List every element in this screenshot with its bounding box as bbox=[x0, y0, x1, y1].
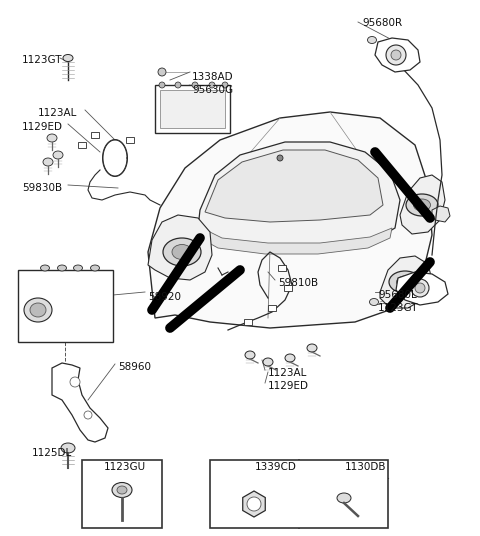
Bar bbox=[91, 132, 99, 138]
Text: 1123GU: 1123GU bbox=[104, 462, 146, 472]
Polygon shape bbox=[198, 142, 400, 248]
Ellipse shape bbox=[172, 244, 192, 259]
Ellipse shape bbox=[307, 344, 317, 352]
Ellipse shape bbox=[368, 36, 376, 43]
Ellipse shape bbox=[277, 155, 283, 161]
Ellipse shape bbox=[30, 303, 46, 317]
Text: 1130DB: 1130DB bbox=[345, 462, 386, 472]
Ellipse shape bbox=[40, 265, 49, 271]
Ellipse shape bbox=[91, 265, 99, 271]
Text: 59830B: 59830B bbox=[22, 183, 62, 193]
Circle shape bbox=[222, 82, 228, 88]
Ellipse shape bbox=[389, 271, 421, 293]
Polygon shape bbox=[400, 175, 445, 234]
Bar bbox=[268, 305, 276, 311]
Polygon shape bbox=[148, 112, 432, 328]
Circle shape bbox=[209, 82, 215, 88]
Bar bbox=[126, 137, 134, 143]
Ellipse shape bbox=[406, 194, 438, 216]
Ellipse shape bbox=[47, 134, 57, 142]
Text: 1129ED: 1129ED bbox=[268, 381, 309, 391]
Text: 1123AL: 1123AL bbox=[268, 368, 307, 378]
Ellipse shape bbox=[58, 265, 67, 271]
Bar bbox=[155, 85, 230, 133]
Ellipse shape bbox=[285, 354, 295, 362]
Bar bbox=[78, 142, 86, 148]
Ellipse shape bbox=[245, 351, 255, 359]
Text: 95630G: 95630G bbox=[192, 85, 233, 95]
Circle shape bbox=[247, 497, 261, 511]
Ellipse shape bbox=[396, 276, 413, 288]
Ellipse shape bbox=[43, 158, 53, 166]
Text: 1123AL: 1123AL bbox=[38, 108, 77, 118]
Ellipse shape bbox=[413, 199, 431, 211]
Text: 1123GT: 1123GT bbox=[22, 55, 62, 65]
Ellipse shape bbox=[263, 358, 273, 366]
Bar bbox=[18, 270, 113, 342]
Ellipse shape bbox=[370, 299, 379, 306]
Text: 58920: 58920 bbox=[148, 292, 181, 302]
Text: 1123GT: 1123GT bbox=[378, 303, 419, 313]
Ellipse shape bbox=[63, 55, 73, 62]
Text: 58960: 58960 bbox=[118, 362, 151, 372]
Bar bbox=[278, 265, 286, 271]
Ellipse shape bbox=[24, 298, 52, 322]
Ellipse shape bbox=[163, 238, 201, 266]
Text: 1338AD: 1338AD bbox=[192, 72, 234, 82]
Circle shape bbox=[175, 82, 181, 88]
Text: 95680L: 95680L bbox=[378, 290, 417, 300]
Polygon shape bbox=[380, 256, 432, 308]
Circle shape bbox=[391, 50, 401, 60]
Ellipse shape bbox=[117, 486, 127, 494]
Circle shape bbox=[411, 279, 429, 297]
Polygon shape bbox=[52, 363, 108, 442]
Ellipse shape bbox=[112, 482, 132, 497]
Polygon shape bbox=[148, 215, 212, 280]
Bar bbox=[284, 285, 292, 291]
Text: 1129ED: 1129ED bbox=[22, 122, 63, 132]
Polygon shape bbox=[200, 228, 392, 254]
Circle shape bbox=[415, 283, 425, 293]
Text: 59810B: 59810B bbox=[278, 278, 318, 288]
Ellipse shape bbox=[53, 151, 63, 159]
Circle shape bbox=[158, 68, 166, 76]
Polygon shape bbox=[375, 38, 420, 72]
Ellipse shape bbox=[337, 493, 351, 503]
Text: 95680R: 95680R bbox=[362, 18, 402, 28]
Ellipse shape bbox=[61, 443, 75, 453]
Circle shape bbox=[159, 82, 165, 88]
Polygon shape bbox=[243, 491, 265, 517]
Text: 1339CD: 1339CD bbox=[255, 462, 297, 472]
Bar bbox=[210, 460, 388, 528]
Circle shape bbox=[84, 411, 92, 419]
Bar bbox=[244, 319, 252, 325]
Polygon shape bbox=[205, 150, 383, 222]
Polygon shape bbox=[432, 206, 450, 222]
Circle shape bbox=[70, 377, 80, 387]
Bar bbox=[82, 460, 162, 528]
Circle shape bbox=[192, 82, 198, 88]
Polygon shape bbox=[396, 272, 448, 305]
Text: 1125DL: 1125DL bbox=[32, 448, 72, 458]
Circle shape bbox=[386, 45, 406, 65]
Ellipse shape bbox=[73, 265, 83, 271]
Bar bbox=[160, 90, 225, 128]
